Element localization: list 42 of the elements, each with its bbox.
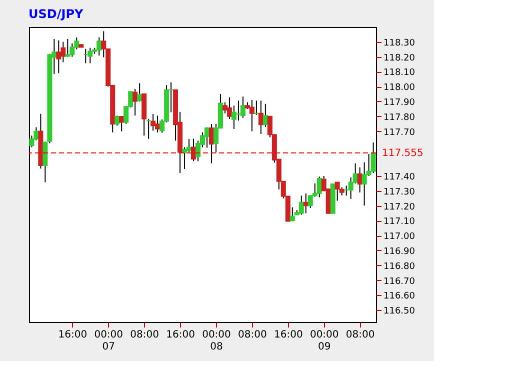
candlestick (65, 38, 70, 58)
candlestick (316, 176, 322, 198)
y-tick-label: 117.40 (384, 172, 416, 182)
candlestick (119, 116, 124, 132)
candlestick (88, 47, 93, 64)
x-tick-label: 00:00 08 (202, 330, 231, 352)
candlestick (262, 103, 268, 128)
y-tick-label: 116.70 (384, 276, 416, 287)
ref-line-label: 117.555 (382, 148, 424, 159)
y-tick-label: 116.50 (384, 306, 416, 317)
y-tick-label: 116.60 (384, 292, 416, 302)
x-tick-label: 00:00 07 (94, 330, 124, 352)
y-tick-label: 117.70 (384, 128, 416, 138)
x-tick-label: 00:00 09 (310, 330, 339, 352)
y-tick-label: 118.20 (384, 53, 416, 64)
candlestick (298, 195, 304, 216)
x-tick-label: 16:00 (58, 330, 88, 340)
x-tick-label: 16:00 (166, 330, 195, 340)
candlestick (56, 40, 62, 74)
y-tick-label: 116.80 (384, 262, 416, 272)
y-tick-label: 117.80 (384, 112, 416, 123)
y-tick-label: 118.10 (384, 68, 416, 78)
candlestick (204, 126, 210, 148)
y-tick-label: 117.10 (384, 217, 416, 228)
y-tick-label: 116.90 (384, 246, 416, 257)
y-tick-label: 118.30 (384, 38, 416, 48)
candlestick (137, 82, 142, 102)
candlestick (208, 123, 214, 164)
candlestick (191, 138, 196, 162)
x-tick-label: 08:00 (130, 330, 159, 340)
y-tick-label: 117.30 (384, 187, 416, 198)
x-tick-label: 08:00 (346, 330, 375, 340)
candlestick (240, 96, 246, 118)
candlestick (258, 100, 264, 134)
y-tick-label: 118.00 (384, 83, 416, 94)
y-tick-label: 117.90 (384, 98, 416, 108)
candlestick (249, 100, 254, 132)
x-tick-label: 16:00 (274, 330, 303, 340)
chart-title: USD/JPY (28, 7, 84, 21)
y-tick-label: 117.00 (384, 232, 416, 242)
y-tick-label: 117.20 (384, 202, 416, 212)
x-tick-label: 08:00 (238, 330, 267, 340)
